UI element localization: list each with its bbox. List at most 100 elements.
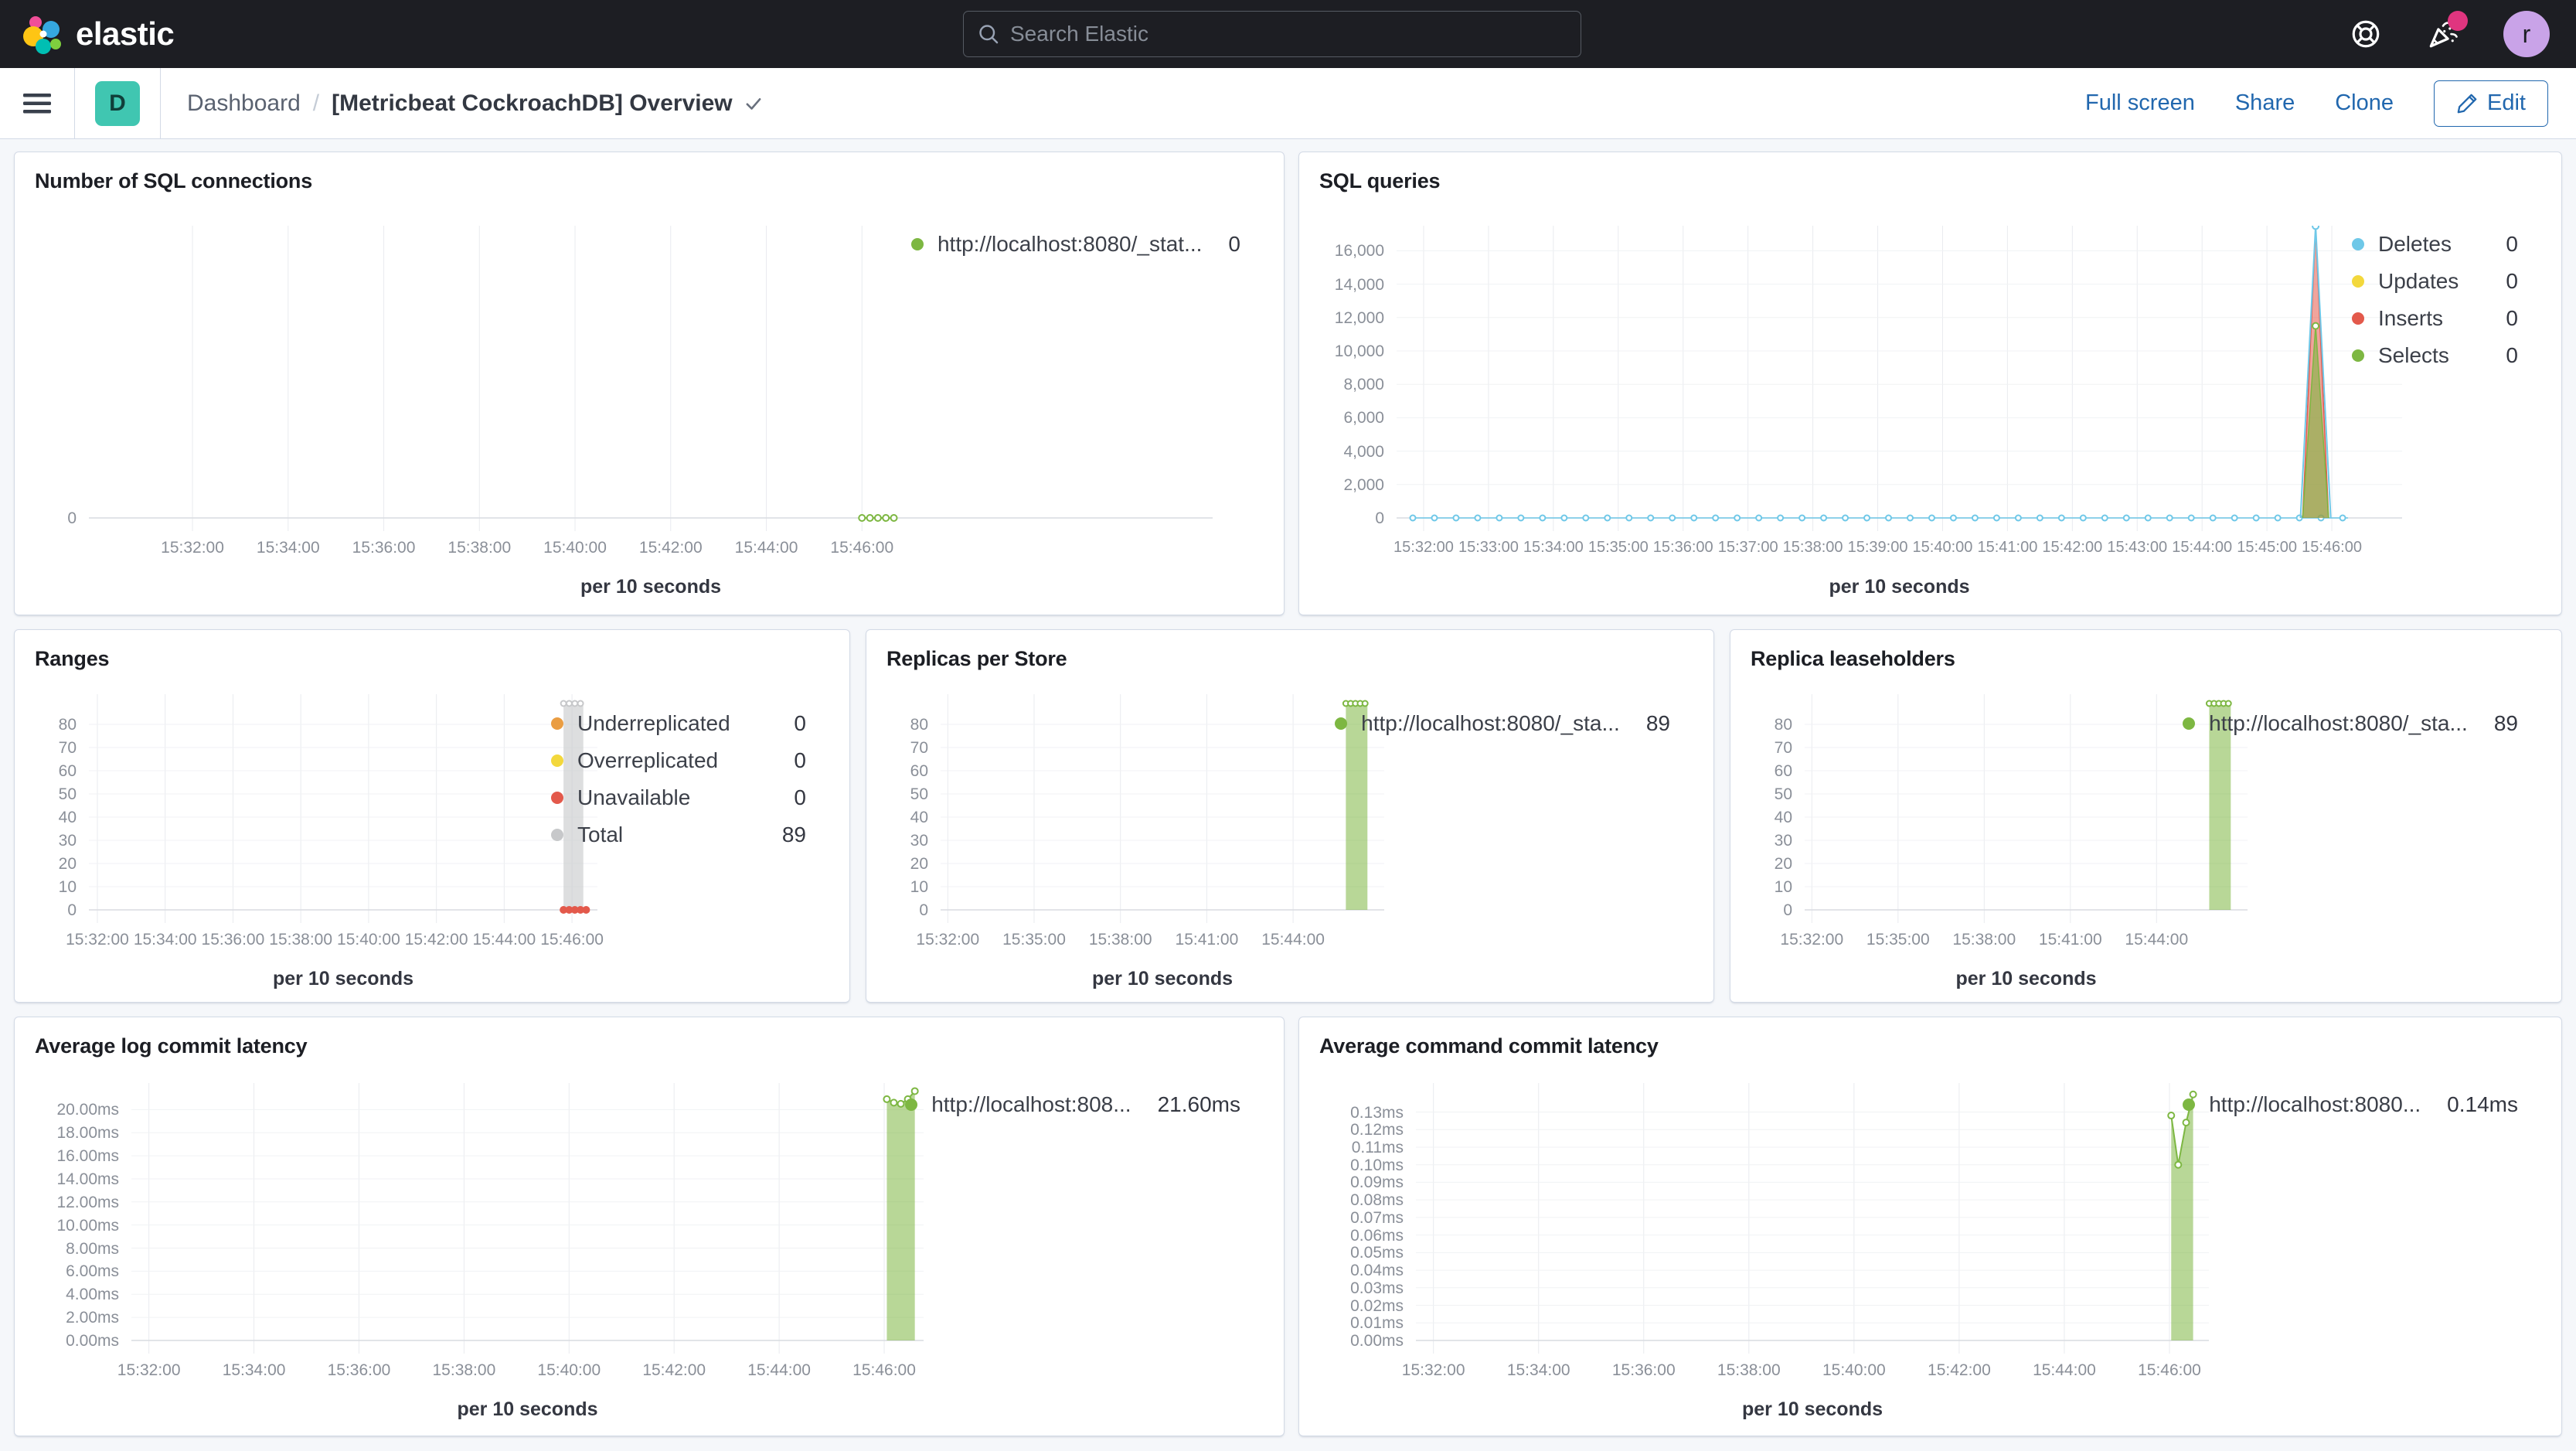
y-axis: 0 (35, 226, 89, 531)
dashboard-space-badge[interactable]: D (95, 80, 140, 126)
legend-series-name: http://localhost:8080/_sta... (2209, 711, 2468, 735)
x-axis-label: 15:37:00 (1717, 539, 1778, 556)
global-search[interactable] (963, 11, 1581, 57)
panel-title[interactable]: Replicas per Store (886, 647, 1067, 670)
x-axis-label: 15:41:00 (2038, 931, 2102, 949)
legend-series-value: 0 (794, 711, 806, 735)
legend-series-value: 0.14ms (2447, 1092, 2518, 1116)
breadcrumb: Dashboard / [Metricbeat CockroachDB] Ove… (187, 90, 764, 117)
legend-item[interactable]: Underreplicated 0 (551, 711, 806, 736)
panel-average-log-commit-latency: Average log commit latency 0.00ms 2.00ms 4… (14, 1017, 1285, 1436)
title-check-icon[interactable] (744, 94, 764, 114)
breadcrumb-dashboard[interactable]: Dashboard (187, 90, 301, 116)
y-axis-label: 40 (58, 809, 77, 826)
clone-button[interactable]: Clone (2335, 90, 2394, 115)
legend-item[interactable]: Selects 0 (2352, 343, 2518, 368)
legend-series-dot (2352, 275, 2364, 288)
y-axis-label: 10 (58, 878, 77, 896)
legend-item[interactable]: http://localhost:8080/_sta... 89 (2183, 711, 2518, 736)
plot-area[interactable]: 15:32:00 15:34:00 15:36:00 15:38:00 15:40:00… (89, 226, 1213, 565)
x-axis-label: 15:44:00 (2172, 539, 2233, 556)
help-button[interactable] (2349, 17, 2383, 51)
plot-area[interactable]: 15:32:00 15:35:00 15:38:00 15:41:00 15:44:00 (916, 694, 1384, 957)
chart-legend: http://localhost:8080... 0.14ms (2183, 1092, 2518, 1129)
x-axis-label: 15:38:00 (1088, 931, 1152, 949)
y-axis-label: 80 (1774, 716, 1792, 734)
x-axis-label: 15:38:00 (1717, 1361, 1781, 1379)
y-axis-label: 60 (910, 762, 928, 780)
legend-item[interactable]: http://localhost:8080/_sta... 89 (1335, 711, 1670, 736)
full-screen-button[interactable]: Full screen (2085, 90, 2195, 115)
x-axis-label: 15:43:00 (2107, 539, 2168, 556)
user-avatar[interactable]: r (2503, 11, 2550, 57)
legend-series-name: http://localhost:8080... (2209, 1092, 2421, 1116)
news-button[interactable] (2426, 11, 2468, 51)
y-axis-label: 12.00ms (56, 1193, 119, 1211)
y-axis-label: 2.00ms (66, 1309, 119, 1327)
x-axis-label: 15:42:00 (638, 539, 703, 557)
panel-title[interactable]: Average log commit latency (35, 1034, 308, 1058)
legend-item[interactable]: Updates 0 (2352, 269, 2518, 294)
x-axis-title: per 10 seconds (457, 1398, 598, 1420)
legend-item[interactable]: http://localhost:808... 21.60ms (905, 1092, 1240, 1117)
edit-button[interactable]: Edit (2434, 80, 2548, 127)
legend-series-dot (2183, 717, 2196, 730)
legend-series-dot (551, 717, 563, 730)
x-axis-label: 15:36:00 (1652, 539, 1713, 556)
y-axis-label: 6.00ms (66, 1262, 119, 1281)
x-axis-label: 15:44:00 (1261, 931, 1325, 949)
plot-area[interactable]: 15:32:00 15:34:00 15:36:00 15:38:00 15:40:00… (117, 1083, 924, 1388)
notification-badge (2448, 11, 2468, 31)
x-axis-title: per 10 seconds (1091, 968, 1234, 989)
x-axis-label: 15:44:00 (747, 1361, 811, 1379)
x-axis-label: 15:33:00 (1458, 539, 1519, 556)
legend-item[interactable]: Inserts 0 (2352, 306, 2518, 331)
y-axis-label: 30 (58, 832, 77, 850)
toolbar-divider (74, 67, 75, 139)
legend-series-value: 0 (794, 748, 806, 772)
x-axis-label: 15:44:00 (734, 539, 798, 557)
legend-series-value: 0 (2506, 269, 2518, 293)
x-axis-label: 15:39:00 (1847, 539, 1908, 556)
panel-title[interactable]: Ranges (35, 647, 110, 670)
panel-title[interactable]: Replica leaseholders (1751, 647, 1955, 670)
x-axis-label: 15:40:00 (543, 539, 607, 557)
panel-title[interactable]: Number of SQL connections (35, 169, 313, 192)
legend-item[interactable]: http://localhost:8080... 0.14ms (2183, 1092, 2518, 1117)
menu-button[interactable] (0, 68, 74, 139)
y-axis-label: 0.07ms (1350, 1208, 1404, 1227)
share-button[interactable]: Share (2234, 90, 2295, 115)
brand-name: elastic (76, 15, 175, 52)
legend-item[interactable]: Overreplicated 0 (551, 748, 806, 773)
plot-area[interactable]: 15:32:00 15:34:00 15:36:00 15:38:00 15:40:00… (66, 694, 604, 957)
x-axis-label: 15:36:00 (352, 539, 416, 557)
legend-series-dot (2352, 312, 2364, 325)
legend-series-value: 0 (2506, 232, 2518, 256)
y-axis-label: 0.01ms (1350, 1314, 1404, 1333)
chart-legend: http://localhost:8080/_sta... 89 (2183, 711, 2518, 748)
legend-item[interactable]: http://localhost:8080/_stat... 0 (910, 232, 1240, 257)
plot-area[interactable]: 15:32:00 15:35:00 15:38:00 15:41:00 15:44:00 (1780, 694, 2248, 957)
legend-series-dot (551, 754, 563, 767)
search-input[interactable] (1010, 22, 1581, 46)
legend-series-name: http://localhost:808... (931, 1092, 1131, 1116)
y-axis-label: 0.12ms (1350, 1121, 1404, 1139)
legend-item[interactable]: Total 89 (551, 823, 806, 847)
legend-item[interactable]: Deletes 0 (2352, 232, 2518, 257)
elastic-logo[interactable]: elastic (20, 12, 175, 56)
legend-series-dot (551, 792, 563, 804)
panel-replica-leaseholders: Replica leaseholders 0 10 20 30 40 50 60 70 80 1… (1730, 629, 2562, 1003)
legend-item[interactable]: Unavailable 0 (551, 785, 806, 810)
x-axis: 15:32:00 15:35:00 15:38:00 15:41:00 15:44:00 (916, 931, 1384, 957)
y-axis-label: 8.00ms (66, 1239, 119, 1258)
x-axis: 15:32:00 15:34:00 15:36:00 15:38:00 15:40:00… (1402, 1361, 2209, 1388)
panel-title[interactable]: SQL queries (1319, 169, 1441, 192)
y-axis: 0 2,000 4,000 6,000 8,000 10,000 12,000 14,000 1… (1319, 226, 1397, 531)
legend-series-name: Total (577, 823, 624, 846)
plot-area[interactable]: 15:32:00 15:34:00 15:36:00 15:38:00 15:40:00… (1402, 1083, 2209, 1388)
x-axis-label: 15:32:00 (916, 931, 980, 949)
legend-series-name: Deletes (2378, 232, 2452, 256)
panel-title[interactable]: Average command commit latency (1319, 1034, 1659, 1058)
y-axis-label: 20 (58, 855, 77, 873)
plot-area[interactable]: 15:32:00 15:33:00 15:34:00 15:35:00 15:36:00… (1393, 226, 2402, 565)
